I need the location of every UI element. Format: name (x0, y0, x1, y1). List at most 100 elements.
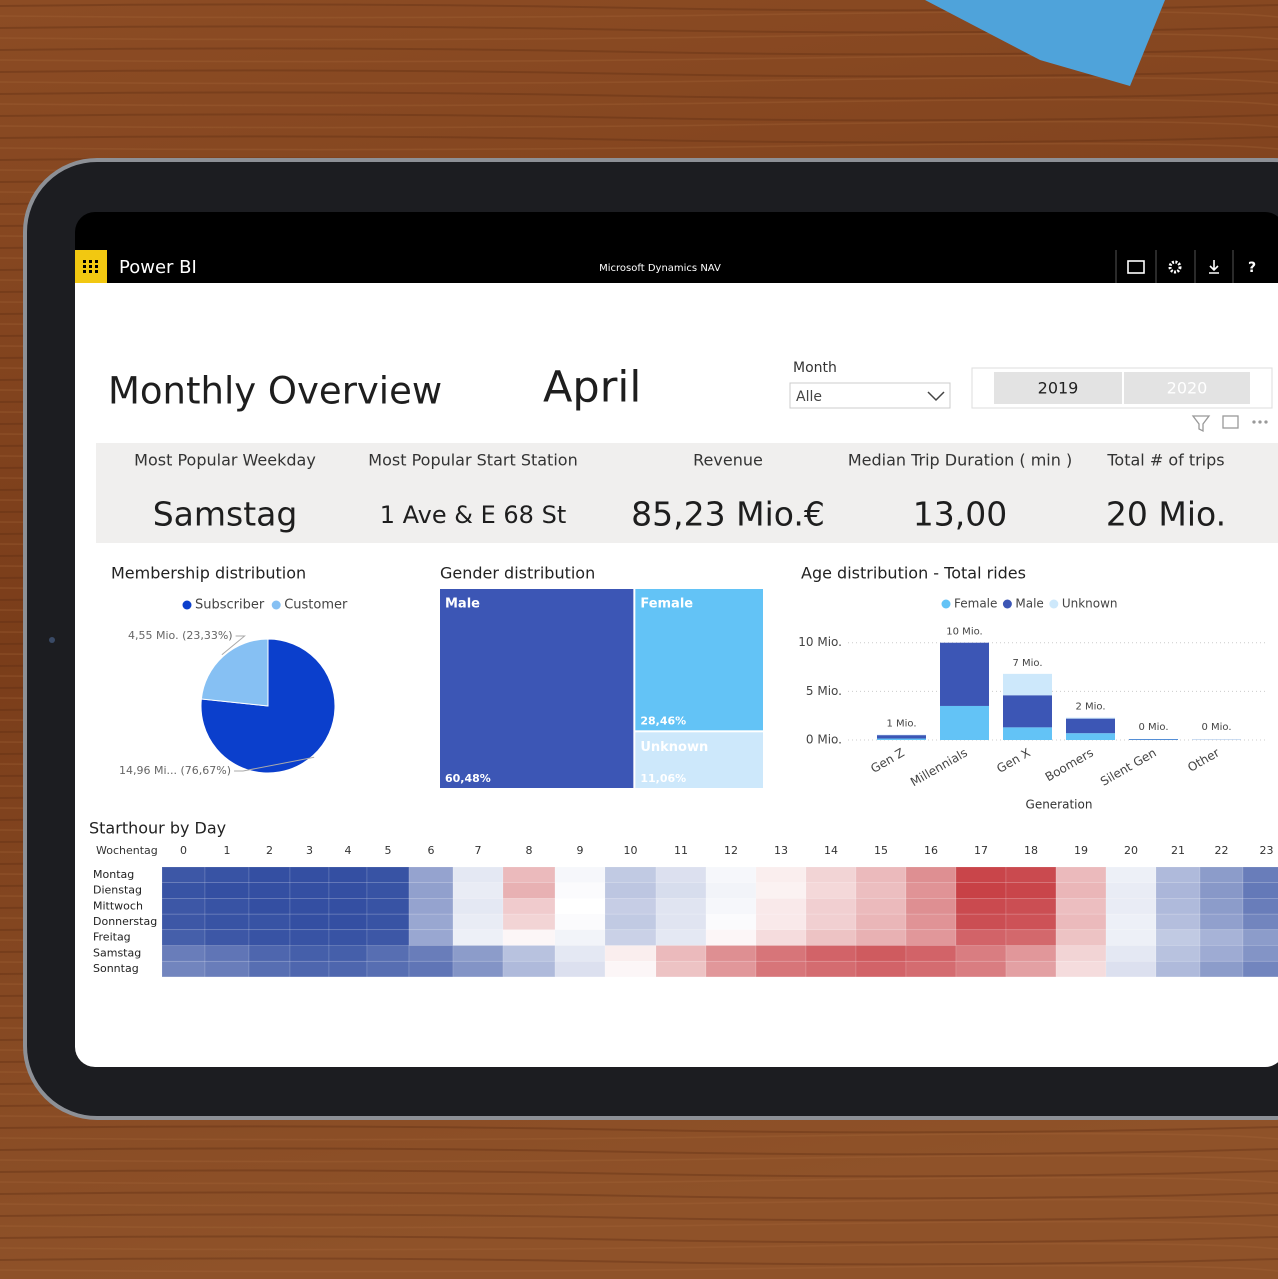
heat-cell (289, 898, 330, 915)
year-label: 2020 (1167, 379, 1208, 398)
dropdown-chevron (927, 391, 945, 402)
heat-cell (161, 913, 206, 931)
kpi-label: Revenue (693, 451, 763, 470)
heat-cell (705, 929, 757, 946)
kpi-band (96, 443, 1278, 543)
kpi-label: Median Trip Duration ( min ) (848, 451, 1072, 470)
visual-header-icons[interactable] (1191, 415, 1268, 433)
heat-cell (1199, 913, 1244, 931)
year-button[interactable] (1124, 372, 1250, 404)
heat-cell (161, 945, 206, 962)
help-icon[interactable]: ? (1248, 260, 1256, 276)
heat-cell (161, 960, 206, 978)
row-label: Sonntag (93, 962, 139, 975)
heat-cell (1005, 945, 1057, 962)
column-label: 9 (577, 844, 584, 857)
toolbar-separators (1115, 250, 1234, 283)
heat-cell (204, 913, 250, 931)
report-title: Monthly Overview (108, 370, 442, 413)
dropdown-value: Alle (796, 389, 822, 405)
total-label: 0 Mio. (1201, 722, 1231, 733)
column-label: 10 (624, 844, 638, 857)
heat-cell (408, 898, 454, 915)
column-label: 0 (180, 844, 187, 857)
heat-cell (1105, 866, 1157, 883)
heat-cell (1105, 929, 1157, 946)
heat-cell (328, 882, 368, 899)
heat-cell (1155, 898, 1201, 915)
heat-cell (705, 913, 757, 931)
row-label: Mittwoch (93, 899, 143, 912)
heat-cell (204, 882, 250, 899)
kpi-label: Most Popular Weekday (134, 451, 316, 470)
heat-cell (705, 945, 757, 962)
column-label: 3 (306, 844, 313, 857)
heat-cell (554, 960, 606, 978)
charts: Subscriber Customer 14,96 Mi... (76,67%) 4,… (93, 589, 1278, 978)
legend-label: Unknown (1062, 597, 1118, 611)
heat-cell (955, 913, 1007, 931)
treemap-tile (635, 589, 763, 731)
heat-cell (805, 913, 857, 931)
pie-slice (200, 638, 269, 707)
legend-swatch (182, 600, 192, 610)
heat-cell (1199, 929, 1244, 946)
app-title: Power BI (119, 257, 197, 278)
settings-icon[interactable] (1168, 260, 1182, 274)
fullscreen-icon[interactable] (1127, 260, 1145, 274)
bar-segment (1003, 727, 1052, 740)
heat-cell (408, 866, 454, 883)
heat-cell (554, 913, 606, 931)
chart-title: Gender distribution (440, 564, 595, 583)
heat-cell (289, 882, 330, 899)
heat-cell (1199, 898, 1244, 915)
heat-cell (554, 898, 606, 915)
heat-cell (502, 882, 556, 899)
heat-cell (855, 866, 907, 883)
column-label: 6 (428, 844, 435, 857)
heat-cell (705, 882, 757, 899)
leader-line (234, 756, 315, 772)
slicer-label: Month (793, 360, 837, 376)
heat-cell (204, 960, 250, 978)
treemap-tile (635, 732, 763, 788)
heat-cell (452, 945, 504, 962)
year-label: 2019 (1038, 379, 1079, 398)
heat-cell (204, 898, 250, 915)
year-button[interactable] (994, 372, 1122, 404)
heat-cell (1055, 866, 1107, 883)
heat-cell (655, 960, 707, 978)
heat-cell (905, 882, 957, 899)
bar-segment (1003, 695, 1052, 728)
heat-cell (328, 960, 368, 978)
bar-segment (940, 642, 989, 706)
heat-cell (1055, 929, 1107, 946)
column-label: 17 (974, 844, 988, 857)
heat-cell (1199, 866, 1244, 883)
total-label: 0 Mio. (1138, 722, 1168, 733)
heat-cell (502, 945, 556, 962)
heat-cell (328, 945, 368, 962)
heat-cell (905, 898, 957, 915)
download-icon[interactable] (1209, 260, 1219, 274)
heat-cell (502, 898, 556, 915)
heat-cell (161, 866, 206, 883)
heat-cell (855, 882, 907, 899)
legend-label: Customer (284, 598, 348, 613)
heat-cell (1005, 898, 1057, 915)
y-tick-label: 0 Mio. (806, 733, 842, 747)
row-label: Donnerstag (93, 915, 157, 928)
heat-cell (905, 929, 957, 946)
heat-cell (1242, 898, 1278, 915)
heat-cell (1242, 882, 1278, 899)
heat-cell (452, 929, 504, 946)
heat-cell (604, 898, 657, 915)
heat-cell (855, 913, 907, 931)
month-dropdown[interactable] (789, 382, 951, 409)
heat-cell (408, 945, 454, 962)
column-label: 5 (385, 844, 392, 857)
heat-cell (855, 929, 907, 946)
heat-cell (502, 866, 556, 883)
heat-cell (955, 945, 1007, 962)
bar-segment (877, 735, 926, 739)
